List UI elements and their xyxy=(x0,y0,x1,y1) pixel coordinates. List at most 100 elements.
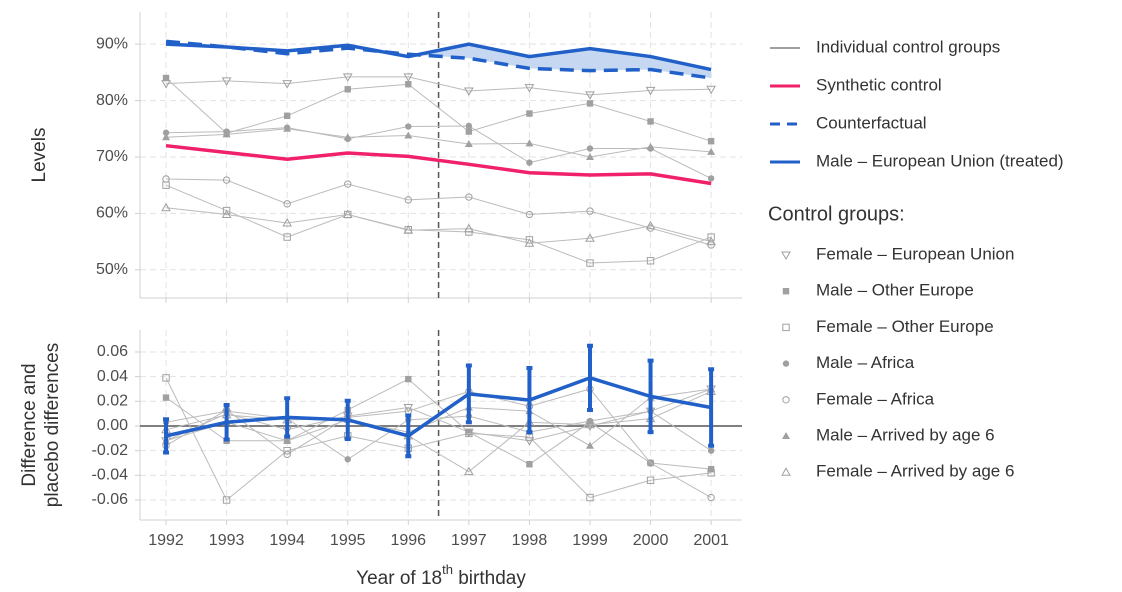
control-point xyxy=(283,112,291,119)
x-axis-title: Year of 18th birthday xyxy=(356,562,526,589)
series-line xyxy=(165,42,712,72)
control-point xyxy=(162,374,170,382)
control-line xyxy=(166,178,712,246)
control-line xyxy=(166,125,712,179)
control-point xyxy=(404,131,413,139)
control-point xyxy=(283,200,291,208)
control-point xyxy=(222,206,231,215)
control-point xyxy=(645,220,656,230)
y-tick-label: 0.00 xyxy=(97,417,128,434)
y-axis-title: placebo differences xyxy=(42,343,63,507)
control-point xyxy=(342,209,353,219)
control-point xyxy=(707,469,715,477)
control-point xyxy=(465,193,473,201)
control-point xyxy=(465,122,473,130)
control-point xyxy=(343,133,352,141)
y-axis-title: Levels xyxy=(29,128,50,183)
control-point xyxy=(465,429,473,438)
y-tick-label: -0.02 xyxy=(92,442,129,459)
legend-marker xyxy=(782,288,790,295)
legend-marker xyxy=(781,251,791,261)
control-point xyxy=(405,123,412,130)
control-point xyxy=(586,207,594,215)
series-line xyxy=(165,143,712,186)
control-point xyxy=(344,86,351,93)
legend-marker xyxy=(781,467,791,476)
control-point xyxy=(707,175,715,182)
control-point xyxy=(707,137,715,145)
control-point xyxy=(405,375,412,383)
y-tick-label: 80% xyxy=(96,92,128,109)
control-point xyxy=(344,456,351,463)
control-line xyxy=(165,77,712,142)
y-tick-label: 60% xyxy=(96,205,128,222)
control-point xyxy=(585,233,595,242)
x-tick-label: 1995 xyxy=(330,532,366,549)
legend-marker xyxy=(782,432,790,439)
legend-label: Male – European Union (treated) xyxy=(816,151,1064,170)
x-axis-title-suffix: birthday xyxy=(453,568,526,589)
y-tick-label: 90% xyxy=(96,35,128,52)
control-point xyxy=(221,77,232,86)
control-point xyxy=(221,209,232,219)
x-tick-label: 1993 xyxy=(209,532,245,549)
control-point xyxy=(403,225,414,234)
legend-marker xyxy=(782,396,790,404)
control-line xyxy=(165,388,712,498)
x-tick-label: 1992 xyxy=(148,532,184,549)
control-point xyxy=(647,118,654,125)
control-point xyxy=(646,459,655,467)
control-point xyxy=(585,441,594,449)
control-line xyxy=(165,184,712,264)
legend-label: Female – Arrived by age 6 xyxy=(816,462,1014,481)
control-point xyxy=(464,140,473,147)
legend-label: Synthetic control xyxy=(816,75,942,94)
control-point xyxy=(646,142,655,150)
control-point xyxy=(403,403,414,413)
legend-label: Male – Africa xyxy=(816,353,915,372)
control-point xyxy=(463,87,474,96)
control-point xyxy=(282,80,293,89)
control-point xyxy=(707,447,715,454)
legend-label: Male – Arrived by age 6 xyxy=(816,425,995,444)
control-point xyxy=(526,461,533,468)
control-point xyxy=(222,496,231,504)
control-point xyxy=(526,159,533,166)
y-tick-label: 0.04 xyxy=(97,368,128,385)
y-tick-label: -0.04 xyxy=(92,467,129,484)
control-point xyxy=(161,202,171,212)
control-point xyxy=(525,210,534,219)
control-point xyxy=(162,175,170,183)
control-point xyxy=(707,233,715,241)
x-tick-label: 1998 xyxy=(512,532,548,549)
error-bar xyxy=(708,367,715,448)
control-point xyxy=(706,236,716,246)
control-point xyxy=(586,145,594,152)
control-point xyxy=(524,238,535,247)
control-point xyxy=(646,476,655,484)
control-point xyxy=(283,124,292,132)
legend-label: Female – European Union xyxy=(816,244,1014,263)
control-point xyxy=(707,465,715,473)
y-tick-label: 0.02 xyxy=(97,393,128,410)
control-point xyxy=(283,450,291,459)
control-line xyxy=(165,377,712,501)
control-line xyxy=(166,76,712,96)
control-point xyxy=(162,129,170,136)
control-point xyxy=(162,394,170,401)
control-point xyxy=(463,466,474,476)
legend-title: Control groups: xyxy=(768,203,905,225)
control-point xyxy=(162,74,170,82)
control-point xyxy=(586,493,594,502)
x-tick-label: 1994 xyxy=(269,532,305,549)
control-point xyxy=(707,147,716,155)
legend-marker xyxy=(782,323,790,332)
x-tick-label: 2001 xyxy=(693,532,729,549)
control-point xyxy=(222,176,231,184)
x-axis-title-sup: th xyxy=(442,562,453,577)
control-point xyxy=(403,73,414,82)
control-point xyxy=(525,139,534,147)
control-point xyxy=(222,130,231,138)
control-line xyxy=(165,207,712,244)
